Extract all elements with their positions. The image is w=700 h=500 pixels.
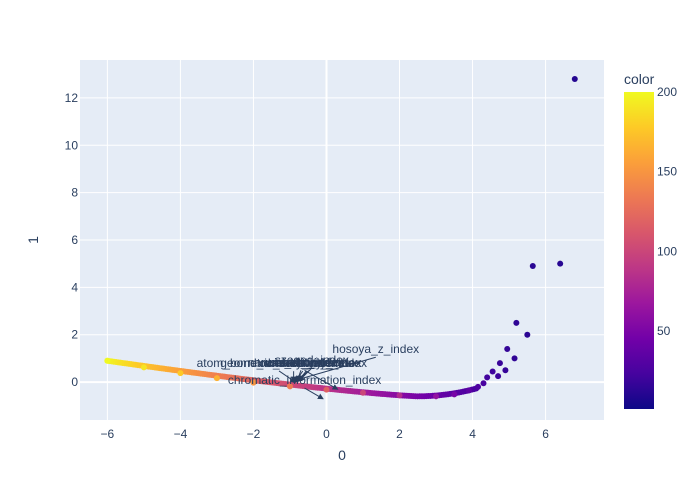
annotation-label: wiener_index	[265, 355, 337, 369]
data-point	[104, 357, 111, 364]
data-point	[529, 263, 536, 270]
data-point	[496, 360, 503, 367]
y-axis-title: 1	[25, 236, 41, 244]
annotation-arrow	[304, 369, 339, 390]
y-tick-label: 12	[65, 91, 79, 105]
annotation-label: narumi_simple_index	[248, 355, 361, 369]
y-tick-label: 2	[71, 328, 78, 342]
data-point	[213, 375, 220, 382]
x-axis-title: 0	[338, 447, 346, 463]
y-tick-label: 6	[71, 233, 78, 247]
data-point	[140, 364, 147, 371]
y-tick-label: 8	[71, 186, 78, 200]
annotation-label: hosoya_z_index	[332, 342, 419, 356]
annotation-label: randic_index	[276, 355, 344, 369]
x-tick-label: −4	[174, 427, 188, 441]
y-tick-label: 10	[65, 138, 79, 152]
annotation-label: szeged_index	[275, 353, 349, 367]
x-tick-label: 2	[396, 427, 403, 441]
annotation-label: schultz_index	[270, 356, 343, 370]
data-point	[504, 345, 511, 352]
data-point	[489, 368, 496, 375]
annotation-arrow	[304, 387, 324, 400]
annotation-label: geometric_arithmetic_index	[220, 356, 367, 370]
data-point	[286, 383, 293, 390]
x-tick-label: −6	[101, 427, 115, 441]
data-point	[451, 391, 458, 398]
annotation-arrow	[295, 370, 302, 383]
y-tick-label: 0	[71, 375, 78, 389]
data-point	[465, 387, 472, 394]
data-point	[475, 383, 482, 390]
data-point	[250, 379, 257, 386]
colorbar-tick-label: 100	[657, 244, 677, 258]
annotation-arrow	[296, 356, 376, 382]
data-point	[502, 367, 509, 374]
y-tick-label: 4	[71, 280, 78, 294]
colorbar	[624, 92, 654, 409]
colorbar-tick-label: 150	[657, 165, 677, 179]
data-point	[495, 373, 502, 380]
annotation-label: harary_index	[268, 356, 337, 370]
x-tick-label: 0	[323, 427, 330, 441]
data-point	[557, 260, 564, 267]
colorbar-tick-label: 200	[657, 85, 677, 99]
data-point	[513, 319, 520, 326]
data-point	[571, 75, 578, 82]
data-point	[433, 393, 440, 400]
data-point	[511, 355, 518, 362]
colorbar-tick-label: 50	[657, 324, 671, 338]
data-point	[396, 392, 403, 399]
data-point	[323, 386, 330, 393]
data-point	[480, 380, 487, 387]
annotation-label: atom_bond_connectivity_index	[197, 356, 362, 370]
data-point	[484, 374, 491, 381]
data-point	[524, 331, 531, 338]
colorbar-title: color	[624, 71, 655, 87]
annotation-label: connectivity_index	[259, 356, 357, 370]
data-point	[359, 389, 366, 396]
annotation-label: chromatic_information_index	[228, 373, 381, 387]
x-tick-label: 4	[469, 427, 476, 441]
x-tick-label: 6	[542, 427, 549, 441]
data-point	[177, 370, 184, 377]
x-tick-label: −2	[247, 427, 261, 441]
